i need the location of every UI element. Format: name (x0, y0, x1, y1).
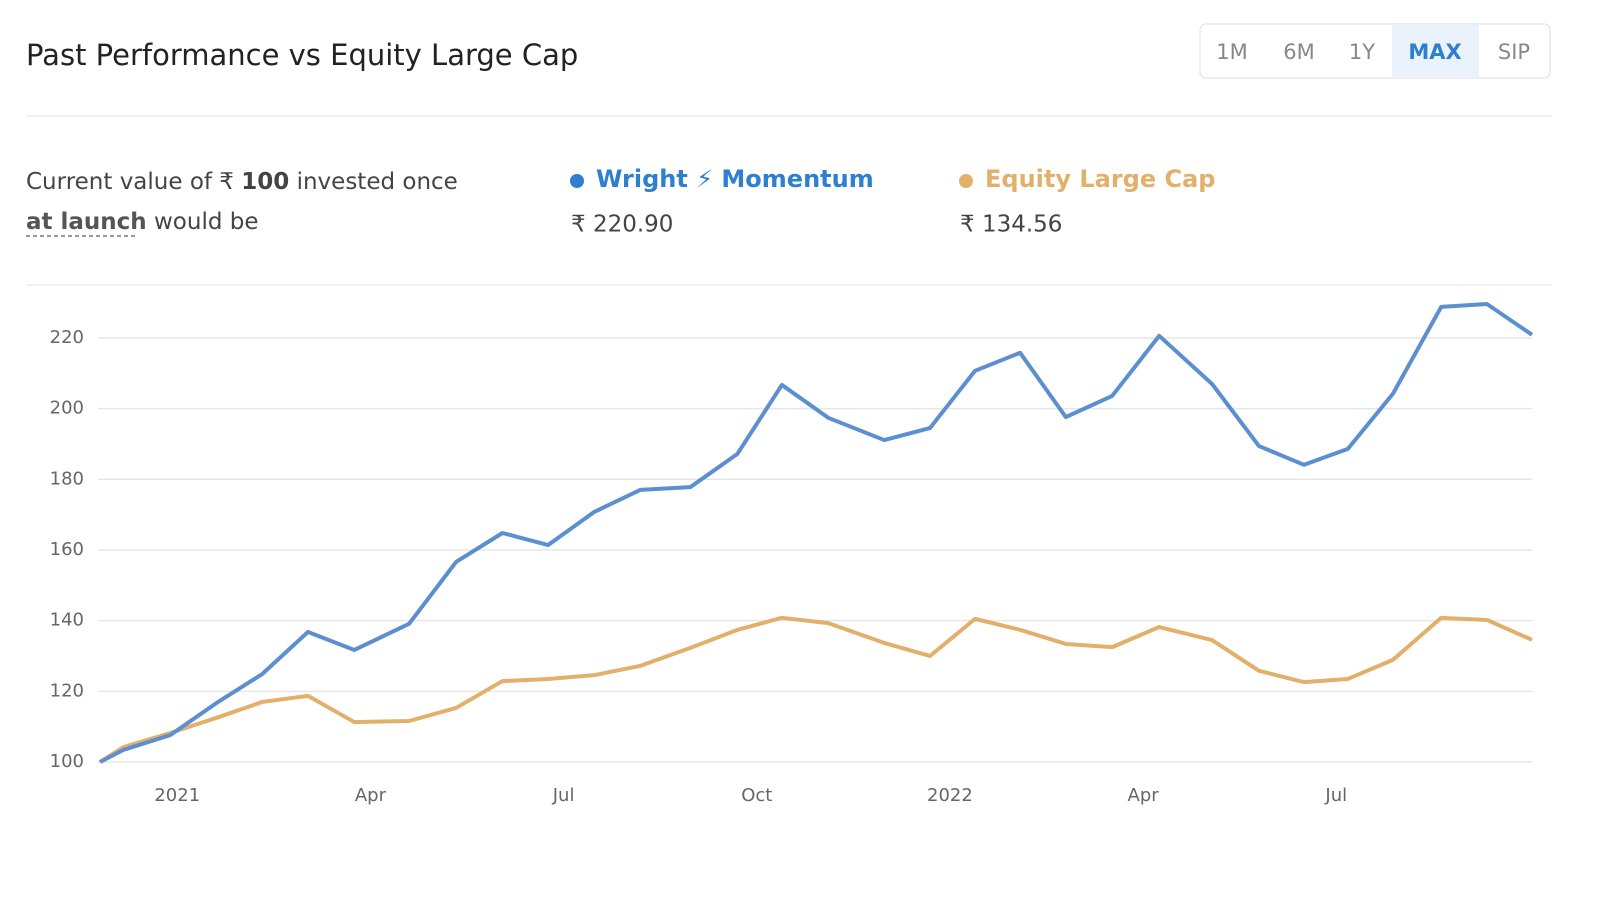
tab[interactable]: 1Y (1349, 40, 1375, 64)
x-tick-label: Jul (552, 785, 575, 806)
tab[interactable]: SIP (1498, 40, 1530, 64)
y-tick-label: 200 (50, 398, 84, 419)
summary-text: invested once (297, 169, 458, 195)
summary-amount: 100 (241, 169, 289, 195)
y-tick-label: 120 (50, 680, 84, 701)
current-value: ₹ 134.56 (960, 212, 1062, 238)
legend-dot (959, 174, 973, 188)
y-tick-label: 160 (50, 539, 84, 560)
tab[interactable]: MAX (1408, 40, 1461, 64)
tab[interactable]: 6M (1283, 40, 1314, 64)
series-line (99, 302, 1534, 764)
x-tick-label: Apr (355, 785, 387, 806)
tab[interactable]: 1M (1216, 40, 1247, 64)
y-tick-label: 180 (50, 468, 84, 489)
x-tick-label: 2022 (927, 785, 973, 806)
legend-label: Equity Large Cap (985, 165, 1215, 193)
tab-active-bg (1392, 25, 1479, 77)
x-tick-label: Oct (741, 785, 772, 806)
x-tick-label: Jul (1324, 785, 1347, 806)
summary-line: Current value of ₹ 100 invested once (26, 169, 458, 195)
summary-text: would be (154, 209, 259, 235)
current-value: ₹ 220.90 (571, 212, 673, 238)
summary-link[interactable]: at launch (26, 209, 147, 235)
legend-dot (570, 174, 584, 188)
y-tick-label: 220 (50, 327, 84, 348)
y-tick-label: 140 (50, 610, 84, 631)
series-line (98, 615, 1533, 764)
summary-line: at launch would be (26, 209, 259, 235)
x-tick-label: 2021 (154, 785, 200, 806)
summary-text: Current value of ₹ (26, 169, 234, 195)
title: Past Performance vs Equity Large Cap (26, 38, 578, 72)
legend-label: Wright ⚡ Momentum (596, 165, 874, 193)
x-tick-label: Apr (1128, 785, 1160, 806)
y-tick-label: 100 (50, 751, 84, 772)
